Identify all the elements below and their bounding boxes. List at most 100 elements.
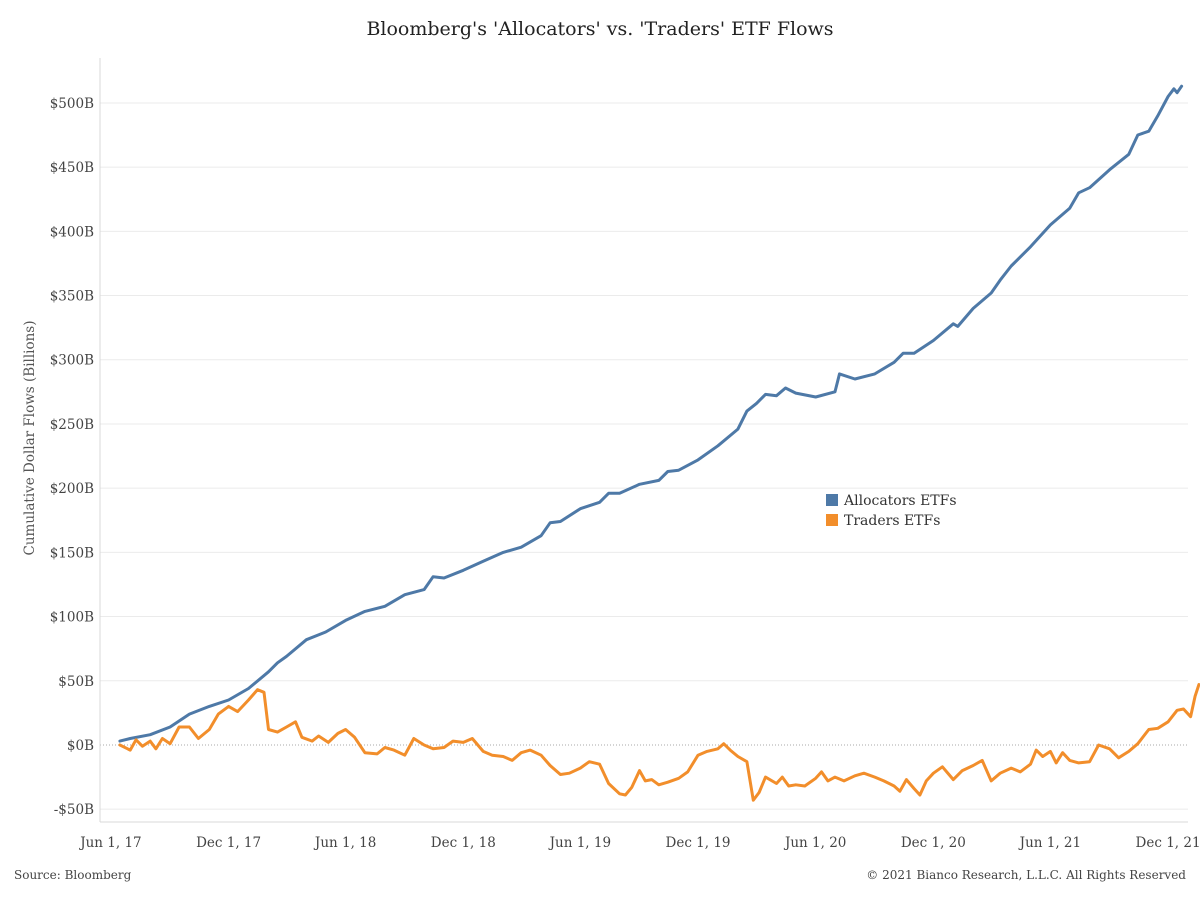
data-point-traders-etfs [918, 794, 921, 797]
data-point-allocators-etfs [540, 534, 543, 537]
data-point-traders-etfs [149, 740, 152, 743]
data-point-traders-etfs [1182, 708, 1185, 711]
y-tick-label: $50B [58, 674, 94, 690]
data-point-traders-etfs [471, 737, 474, 740]
axes: -$50B $0B $50B $100B $150B $200B $250B $300B $35… [22, 58, 1200, 851]
data-point-traders-etfs [624, 794, 627, 797]
data-point-traders-etfs [491, 754, 494, 757]
data-point-allocators-etfs [324, 631, 327, 634]
data-point-allocators-etfs [305, 638, 308, 641]
data-point-allocators-etfs [1029, 245, 1032, 248]
legend-label: Traders ETFs [844, 513, 940, 529]
y-axis-title: Cumulative Dollar Flows (Billions) [22, 321, 38, 556]
data-point-traders-etfs [803, 785, 806, 788]
data-point-traders-etfs [353, 736, 356, 739]
series-line-traders-etfs [118, 683, 1200, 802]
x-tick-label: Jun 1, 17 [78, 835, 141, 851]
data-point-traders-etfs [1194, 695, 1197, 698]
data-point-allocators-etfs [188, 713, 191, 716]
data-point-allocators-etfs [598, 501, 601, 504]
data-point-traders-etfs [502, 755, 505, 758]
data-point-allocators-etfs [432, 575, 435, 578]
data-point-traders-etfs [826, 779, 829, 782]
data-point-allocators-etfs [838, 372, 841, 375]
y-tick-label: $450B [50, 160, 94, 176]
data-point-allocators-etfs [1068, 207, 1071, 210]
data-point-traders-etfs [276, 731, 279, 734]
data-point-allocators-etfs [990, 292, 993, 295]
data-point-allocators-etfs [276, 661, 279, 664]
data-point-allocators-etfs [853, 378, 856, 381]
data-point-allocators-etfs [520, 546, 523, 549]
data-point-traders-etfs [1176, 709, 1179, 712]
data-point-traders-etfs [1077, 761, 1080, 764]
x-tick-label: Dec 1, 21 [1136, 835, 1200, 851]
data-point-traders-etfs [336, 732, 339, 735]
data-point-allocators-etfs [1156, 114, 1159, 117]
data-point-traders-etfs [520, 751, 523, 754]
data-point-allocators-etfs [443, 577, 446, 580]
data-point-traders-etfs [758, 791, 761, 794]
data-point-allocators-etfs [834, 390, 837, 393]
data-point-traders-etfs [843, 779, 846, 782]
data-point-traders-etfs [1147, 728, 1150, 731]
data-point-traders-etfs [208, 728, 211, 731]
data-point-allocators-etfs [482, 560, 485, 563]
data-point-traders-etfs [999, 772, 1002, 775]
data-point-allocators-etfs [462, 569, 465, 572]
data-point-allocators-etfs [618, 492, 621, 495]
data-point-allocators-etfs [1176, 91, 1179, 94]
data-point-traders-etfs [952, 778, 955, 781]
copyright-note: © 2021 Bianco Research, L.L.C. All Right… [866, 868, 1186, 882]
data-point-traders-etfs [311, 740, 314, 743]
x-tick-label: Jun 1, 20 [783, 835, 846, 851]
data-point-allocators-etfs [1147, 130, 1150, 133]
data-point-traders-etfs [972, 764, 975, 767]
data-point-traders-etfs [752, 799, 755, 802]
data-point-traders-etfs [1097, 744, 1100, 747]
data-point-traders-etfs [344, 728, 347, 731]
x-tick-label: Dec 1, 20 [901, 835, 966, 851]
data-point-allocators-etfs [1172, 87, 1175, 90]
y-tick-label: $200B [50, 481, 94, 497]
data-point-traders-etfs [961, 769, 964, 772]
x-tick-label: Jun 1, 18 [313, 835, 376, 851]
data-point-traders-etfs [432, 747, 435, 750]
data-point-allocators-etfs [666, 470, 669, 473]
data-point-traders-etfs [403, 754, 406, 757]
data-point-traders-etfs [1041, 755, 1044, 758]
series-lines [118, 84, 1200, 802]
data-point-traders-etfs [932, 772, 935, 775]
data-point-traders-etfs [217, 713, 220, 716]
data-point-traders-etfs [1019, 770, 1022, 773]
data-point-traders-etfs [981, 759, 984, 762]
y-tick-label: $100B [50, 610, 94, 626]
data-point-traders-etfs [677, 777, 680, 780]
x-tick-label: Dec 1, 17 [196, 835, 261, 851]
data-point-traders-etfs [135, 738, 138, 741]
data-point-allocators-etfs [913, 352, 916, 355]
data-point-allocators-etfs [1127, 153, 1130, 156]
data-point-allocators-etfs [745, 410, 748, 413]
data-point-allocators-etfs [873, 372, 876, 375]
data-point-traders-etfs [1055, 761, 1058, 764]
data-point-allocators-etfs [736, 428, 739, 431]
data-point-traders-etfs [853, 774, 856, 777]
data-point-traders-etfs [764, 776, 767, 779]
data-point-allocators-etfs [1180, 85, 1183, 88]
x-tick-label: Dec 1, 19 [666, 835, 731, 851]
data-point-traders-etfs [706, 750, 709, 753]
data-point-allocators-etfs [403, 593, 406, 596]
data-point-allocators-etfs [716, 444, 719, 447]
data-point-traders-etfs [1088, 760, 1091, 763]
data-point-traders-etfs [188, 726, 191, 729]
data-point-allocators-etfs [902, 352, 905, 355]
data-point-allocators-etfs [208, 705, 211, 708]
data-point-traders-etfs [363, 751, 366, 754]
data-point-allocators-etfs [677, 469, 680, 472]
data-point-traders-etfs [559, 773, 562, 776]
x-tick-label: Jun 1, 21 [1018, 835, 1081, 851]
chart-title: Bloomberg's 'Allocators' vs. 'Traders' E… [366, 18, 834, 40]
data-point-allocators-etfs [932, 339, 935, 342]
